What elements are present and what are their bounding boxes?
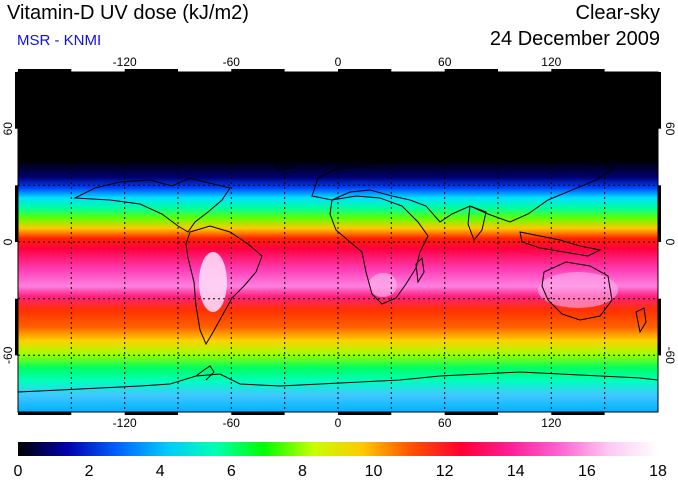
maritime-southeast-asia-outline <box>519 231 602 257</box>
colorbar-label: 2 <box>85 463 94 480</box>
colorbar-gradient <box>18 442 658 456</box>
map-frame <box>15 69 661 415</box>
new-zealand-outline <box>635 307 647 334</box>
lat-tick-left-0: 0 <box>1 238 15 245</box>
greenland-outline <box>267 143 301 171</box>
lon-tick-bottom-120e: 120 <box>541 416 561 430</box>
southern-africa-high-dose-region <box>369 273 397 297</box>
colorbar-label: 4 <box>156 463 165 480</box>
australia-outline <box>541 261 613 321</box>
north-america-outline <box>73 177 231 233</box>
colorbar-label: 0 <box>14 463 23 480</box>
colorbar-label: 12 <box>436 463 454 480</box>
africa-outline <box>329 195 429 305</box>
europe-asia-outline <box>311 145 613 223</box>
colorbar-label: 16 <box>578 463 596 480</box>
colorbar-label: 6 <box>227 463 236 480</box>
lon-tick-bottom-60w: -60 <box>223 416 241 430</box>
antarctica-outline <box>17 371 659 393</box>
lon-tick-top-120e: 120 <box>541 55 561 69</box>
lon-tick-top-0: 0 <box>335 55 342 69</box>
lat-tick-left-60n: 60 <box>1 122 15 136</box>
lon-tick-top-60e: 60 <box>438 55 452 69</box>
graticule <box>18 72 658 412</box>
madagascar-outline <box>415 256 425 284</box>
south-america-outline <box>185 225 263 346</box>
sky-condition-label: Clear-sky <box>575 2 660 24</box>
lat-tick-right-0: 0 <box>663 239 677 246</box>
colorbar-label: 10 <box>365 463 383 480</box>
lat-tick-right-60s: -60 <box>663 347 677 365</box>
andes-high-dose-region <box>199 252 227 312</box>
lat-tick-right-60n: 60 <box>663 122 677 136</box>
colorbar-label: 18 <box>649 463 667 480</box>
colorbar: 0 2 4 6 8 10 12 14 16 18 <box>14 442 667 480</box>
map-title: Vitamin-D UV dose (kJ/m2) <box>7 2 249 24</box>
antarctic-peninsula-outline <box>195 365 215 381</box>
lon-tick-bottom-120w: -120 <box>113 416 137 430</box>
coastlines <box>17 143 659 393</box>
lon-tick-bottom-60e: 60 <box>438 416 452 430</box>
source-label: MSR - KNMI <box>17 32 102 49</box>
uv-dose-map: -120 -60 0 60 120 -120 -60 0 60 120 60 0… <box>1 55 677 430</box>
lat-tick-left-60s: -60 <box>1 346 15 364</box>
lon-tick-top-60w: -60 <box>223 55 241 69</box>
date-label: 24 December 2009 <box>489 28 660 50</box>
lon-tick-top-120w: -120 <box>113 55 137 69</box>
india-outline <box>467 205 487 241</box>
lon-tick-bottom-0: 0 <box>335 416 342 430</box>
colorbar-label: 8 <box>298 463 307 480</box>
colorbar-label: 14 <box>507 463 525 480</box>
